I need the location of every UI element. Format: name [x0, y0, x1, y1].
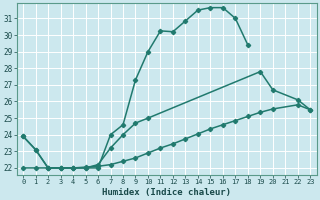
X-axis label: Humidex (Indice chaleur): Humidex (Indice chaleur)	[102, 188, 231, 197]
